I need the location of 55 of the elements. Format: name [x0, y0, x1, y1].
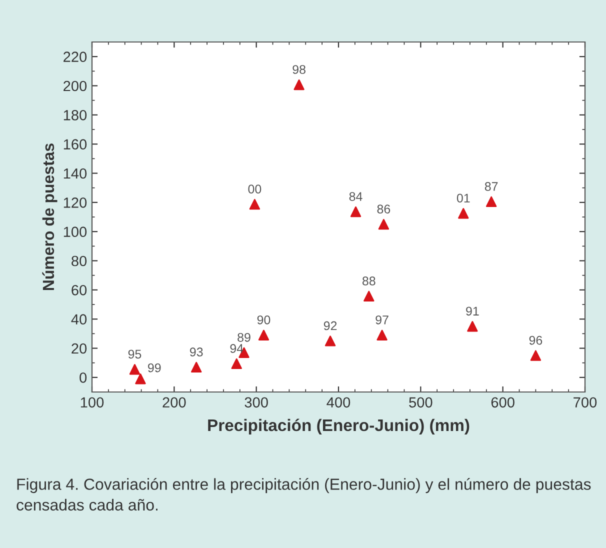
annotation: 91	[466, 306, 479, 316]
point	[294, 79, 304, 90]
y-tick-label: 200	[64, 80, 87, 92]
annotation: 98	[292, 65, 306, 74]
annotation: 88	[362, 276, 376, 286]
annotation: 89	[238, 332, 250, 342]
point	[530, 350, 542, 361]
annotation: 01	[456, 194, 470, 203]
x-tick-label: 300	[244, 397, 268, 408]
y-tick-label: 40	[71, 314, 87, 325]
y-tick-label: 80	[72, 256, 87, 266]
y-tick-label: 220	[64, 52, 87, 62]
annotation: 90	[257, 315, 270, 324]
annotation: 94	[230, 344, 244, 353]
x-tick-label: 100	[80, 397, 104, 408]
point	[350, 206, 362, 218]
y-axis-title: Número de puestas	[42, 144, 58, 290]
annotation: 87	[484, 182, 498, 191]
point	[135, 374, 146, 384]
point	[258, 330, 270, 340]
x-tick-label: 400	[326, 397, 350, 408]
annotation: 92	[324, 321, 337, 330]
y-tick-label: 120	[64, 198, 87, 208]
x-tick-label: 700	[574, 397, 597, 408]
y-tick-label: 160	[64, 139, 87, 150]
y-tick-label: 0	[80, 372, 87, 383]
point	[467, 321, 478, 332]
annotation: 95	[128, 350, 142, 359]
annotation: 99	[148, 363, 161, 372]
x-axis-title: Precipitación (Enero-Junio) (mm)	[208, 418, 470, 434]
point	[364, 290, 374, 302]
annotation: 96	[529, 336, 542, 345]
y-tick-label: 180	[64, 110, 87, 120]
point	[486, 196, 497, 208]
x-tick-label: 500	[409, 397, 432, 408]
point	[231, 358, 242, 370]
x-tick-label: 200	[162, 397, 186, 408]
point	[191, 362, 202, 373]
point	[324, 336, 336, 346]
x-tick-label: 600	[491, 397, 514, 408]
point	[378, 218, 390, 230]
annotation: 97	[376, 315, 388, 324]
point	[249, 198, 260, 210]
annotation: 93	[190, 348, 203, 356]
point	[458, 208, 469, 219]
point	[376, 330, 388, 340]
y-tick-label: 100	[64, 226, 87, 238]
annotation: 84	[349, 192, 362, 201]
text: Figura 4. Covariación entre la precipitación (Enero-Junio) y el número de puestas censadas cada año.	[16, 478, 591, 511]
annotation: 86	[377, 204, 390, 214]
annotation: 00	[248, 184, 262, 194]
point	[129, 364, 140, 375]
y-tick-label: 20	[72, 343, 87, 354]
y-tick-label: 140	[64, 168, 87, 179]
y-tick-label: 60	[72, 285, 87, 296]
